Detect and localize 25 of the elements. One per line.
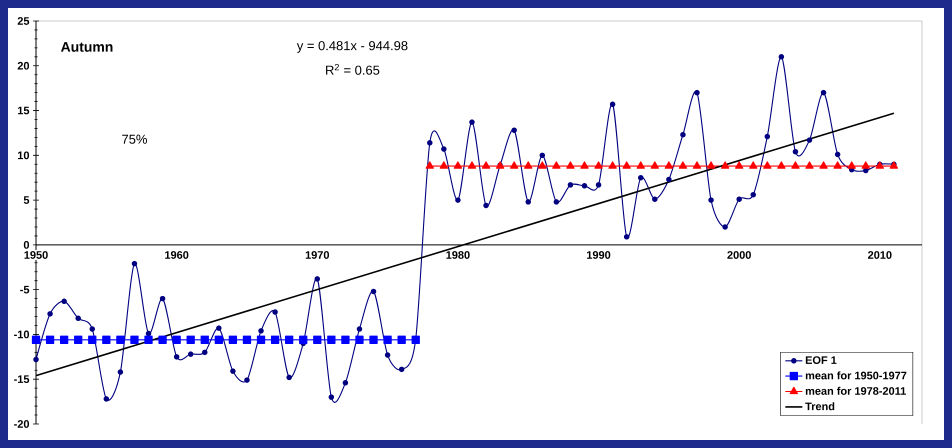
y-tick-label: 0 xyxy=(24,241,30,249)
legend-label: mean for 1978-2011 xyxy=(806,386,906,395)
x-tick-label: 2010 xyxy=(868,251,892,259)
y-tick-label: 5 xyxy=(24,196,30,204)
x-tick-label: 1980 xyxy=(446,251,470,259)
y-tick-label: 25 xyxy=(18,17,30,25)
text: Autumn xyxy=(60,42,112,52)
y-tick-label: -20 xyxy=(14,420,30,428)
annotation: R$^{2}$ = 0.65 xyxy=(326,64,380,75)
annotation: 75% xyxy=(122,134,147,144)
y-tick-label: 15 xyxy=(18,106,30,114)
legend-label: EOF 1 xyxy=(806,356,836,364)
y-tick-label: -10 xyxy=(14,330,30,338)
legend-label: Trend xyxy=(805,402,834,410)
x-tick-label: 1990 xyxy=(587,251,610,259)
legend-label: mean for 1950-1977 xyxy=(806,371,906,380)
y-tick-label: 20 xyxy=(18,62,30,70)
x-tick-label: 1950 xyxy=(24,251,48,259)
y-tick-label: -15 xyxy=(14,375,30,384)
y-tick-label: -5 xyxy=(20,286,30,294)
x-tick-label: 1960 xyxy=(165,251,188,259)
x-tick-label: 2000 xyxy=(727,251,751,259)
x-tick-label: 1970 xyxy=(306,251,330,259)
annotation: y = 0.481x - 944.98 xyxy=(296,41,408,53)
y-tick-label: 10 xyxy=(18,151,30,160)
